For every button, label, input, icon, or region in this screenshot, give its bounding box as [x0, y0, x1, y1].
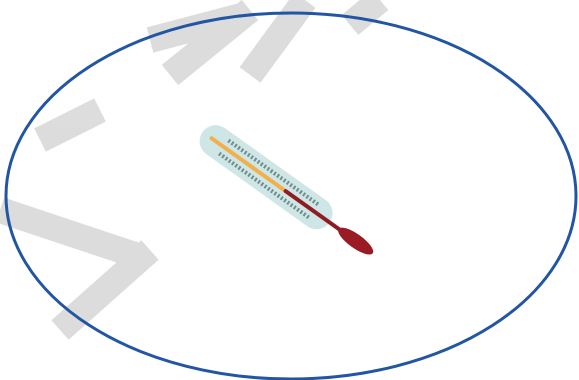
thermometer-bulb [338, 227, 374, 255]
thermometer-tube-upper [209, 136, 288, 194]
ellipse-outline [4, 11, 578, 380]
watermark-stroke-7 [341, 0, 389, 35]
watermark-stroke-2 [0, 197, 140, 268]
thermometer [199, 125, 374, 255]
thermometer-tube-liquid [283, 189, 352, 239]
watermark-stroke-3 [34, 98, 106, 152]
watermark-stroke-5 [161, 0, 259, 86]
